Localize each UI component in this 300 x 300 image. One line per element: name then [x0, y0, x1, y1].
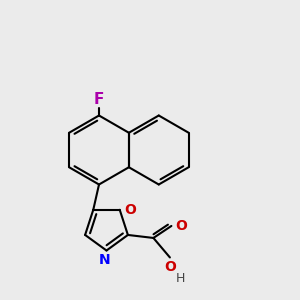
Text: H: H — [175, 272, 185, 285]
Text: F: F — [94, 92, 104, 106]
Text: O: O — [175, 219, 187, 233]
Text: O: O — [164, 260, 176, 274]
Text: N: N — [99, 254, 111, 268]
Text: O: O — [124, 203, 136, 217]
